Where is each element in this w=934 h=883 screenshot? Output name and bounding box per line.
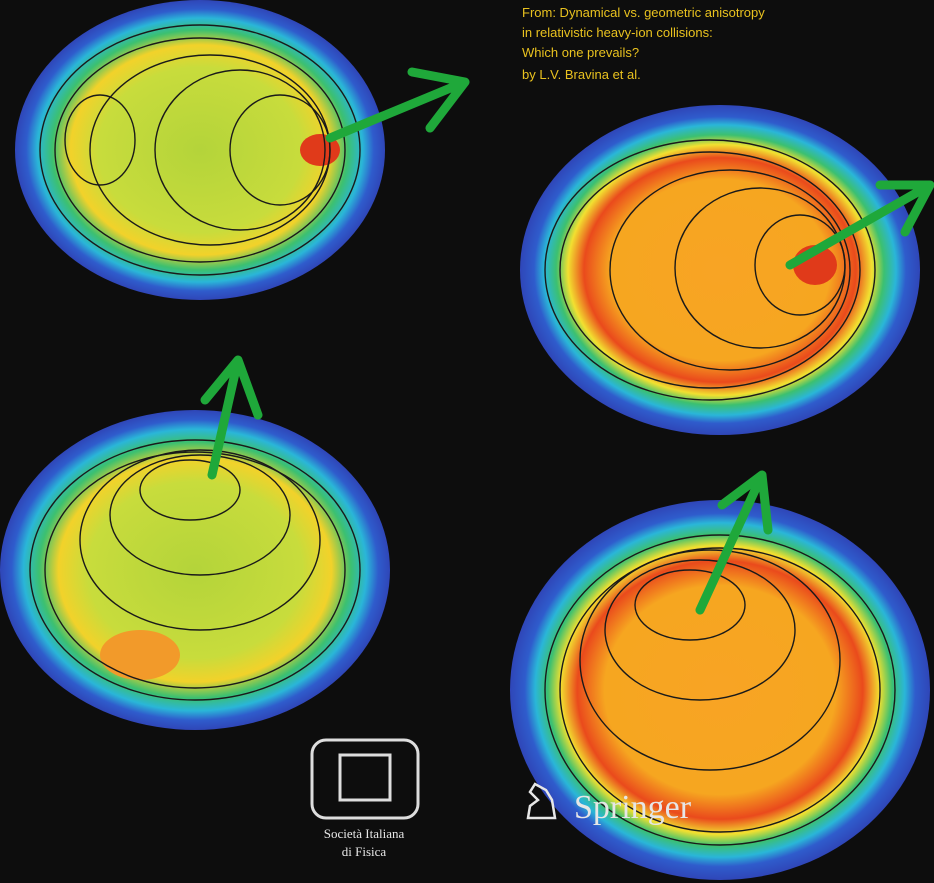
plot-3 xyxy=(0,355,390,730)
publisher-logo: Springer xyxy=(526,782,692,826)
publisher-name: Springer xyxy=(574,789,692,826)
plot-2 xyxy=(520,105,934,435)
caption-line: by L.V. Bravina et al. xyxy=(522,67,641,82)
caption-line: in relativistic heavy-ion collisions: xyxy=(522,25,713,40)
society-name: Società Italiana xyxy=(324,826,405,841)
plot-4 xyxy=(510,470,930,880)
caption-line: From: Dynamical vs. geometric anisotropy xyxy=(522,5,765,20)
caption: From: Dynamical vs. geometric anisotropy… xyxy=(522,5,765,82)
society-name: di Fisica xyxy=(342,844,387,859)
caption-line: Which one prevails? xyxy=(522,45,639,60)
plot-1 xyxy=(15,0,470,300)
society-logo: Società Italiana di Fisica xyxy=(310,738,420,859)
